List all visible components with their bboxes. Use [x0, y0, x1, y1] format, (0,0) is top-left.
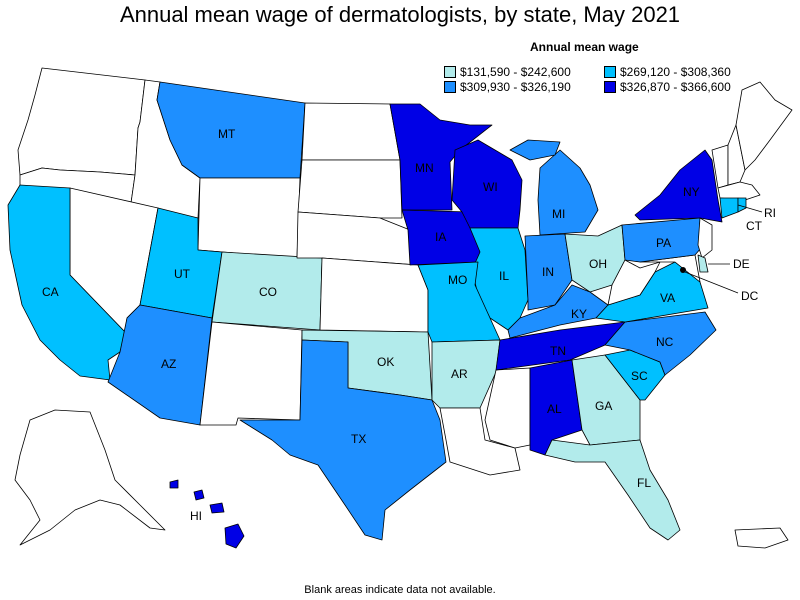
legend-title: Annual mean wage: [530, 40, 639, 54]
label-IA: IA: [435, 230, 446, 244]
label-VA: VA: [660, 291, 675, 305]
state-NM[interactable]: [199, 321, 303, 426]
label-DC: DC: [741, 289, 759, 303]
state-HI-island[interactable]: [193, 489, 205, 501]
dc-leader-line: [684, 271, 739, 294]
state-KS[interactable]: [319, 257, 429, 333]
state-WA[interactable]: [17, 67, 146, 176]
legend-label: $131,590 - $242,600: [460, 65, 571, 79]
state-ME[interactable]: [735, 81, 793, 171]
footnote: Blank areas indicate data not available.: [304, 584, 496, 596]
state-MI[interactable]: [537, 149, 599, 236]
label-AR: AR: [451, 367, 468, 381]
label-MO: MO: [448, 273, 467, 287]
state-TX[interactable]: [239, 339, 447, 541]
state-HI[interactable]: [224, 523, 245, 549]
label-CA: CA: [42, 285, 59, 299]
label-TX: TX: [351, 432, 366, 446]
label-DE: DE: [733, 257, 750, 271]
label-RI: RI: [764, 206, 776, 220]
label-TN: TN: [550, 344, 566, 358]
label-AL: AL: [547, 402, 562, 416]
legend-item-bin-1: $131,590 - $242,600: [444, 65, 571, 79]
legend-swatch: [444, 66, 456, 78]
dc-marker[interactable]: [680, 267, 686, 273]
legend-swatch: [604, 66, 616, 78]
label-AZ: AZ: [161, 357, 176, 371]
legend-label: $309,930 - $326,190: [460, 80, 571, 94]
state-NH[interactable]: [727, 124, 746, 186]
state-HI-island[interactable]: [169, 479, 179, 489]
state-NE[interactable]: [296, 211, 419, 266]
state-MI-upper[interactable]: [509, 139, 561, 161]
label-NY: NY: [683, 185, 700, 199]
state-DE[interactable]: [697, 254, 709, 273]
label-CO: CO: [259, 285, 277, 299]
label-PA: PA: [656, 236, 671, 250]
state-KY[interactable]: [507, 284, 609, 339]
label-IL: IL: [499, 269, 509, 283]
label-OH: OH: [589, 257, 607, 271]
label-MT: MT: [218, 127, 236, 141]
label-GA: GA: [595, 399, 612, 413]
state-CA[interactable]: [7, 184, 126, 381]
state-FL[interactable]: [544, 439, 681, 541]
label-SC: SC: [631, 369, 648, 383]
label-OK: OK: [377, 355, 394, 369]
label-MI: MI: [552, 207, 565, 221]
state-AK[interactable]: [14, 409, 166, 546]
state-RI[interactable]: [737, 197, 747, 213]
map-title: Annual mean wage of dermatologists, by s…: [119, 2, 681, 27]
state-WY[interactable]: [197, 177, 301, 259]
label-IN: IN: [542, 265, 554, 279]
legend-item-bin-3: $309,930 - $326,190: [444, 80, 571, 94]
label-HI: HI: [190, 509, 202, 523]
label-MN: MN: [415, 161, 434, 175]
state-WV[interactable]: [607, 259, 661, 306]
label-UT: UT: [174, 267, 191, 281]
state-CT[interactable]: [719, 197, 739, 219]
legend-label: $326,870 - $366,600: [620, 80, 731, 94]
territory-PR[interactable]: [734, 527, 789, 549]
label-CT: CT: [746, 219, 763, 233]
label-NC: NC: [656, 335, 674, 349]
state-NC[interactable]: [604, 311, 717, 376]
legend-item-bin-4: $326,870 - $366,600: [604, 80, 731, 94]
state-LA[interactable]: [439, 407, 521, 476]
legend-item-bin-2: $269,120 - $308,360: [604, 65, 731, 79]
legend-label: $269,120 - $308,360: [620, 65, 731, 79]
ri-leader-line: [737, 204, 763, 213]
state-NY[interactable]: [634, 149, 723, 223]
legend-swatch: [604, 81, 616, 93]
label-WI: WI: [483, 180, 498, 194]
legend-swatch: [444, 81, 456, 93]
state-HI-island[interactable]: [209, 502, 225, 514]
state-ND[interactable]: [301, 102, 401, 161]
state-NJ[interactable]: [697, 217, 713, 259]
label-KY: KY: [571, 307, 587, 321]
state-SD[interactable]: [297, 159, 403, 219]
label-FL: FL: [637, 476, 651, 490]
state-WI[interactable]: [451, 139, 523, 229]
